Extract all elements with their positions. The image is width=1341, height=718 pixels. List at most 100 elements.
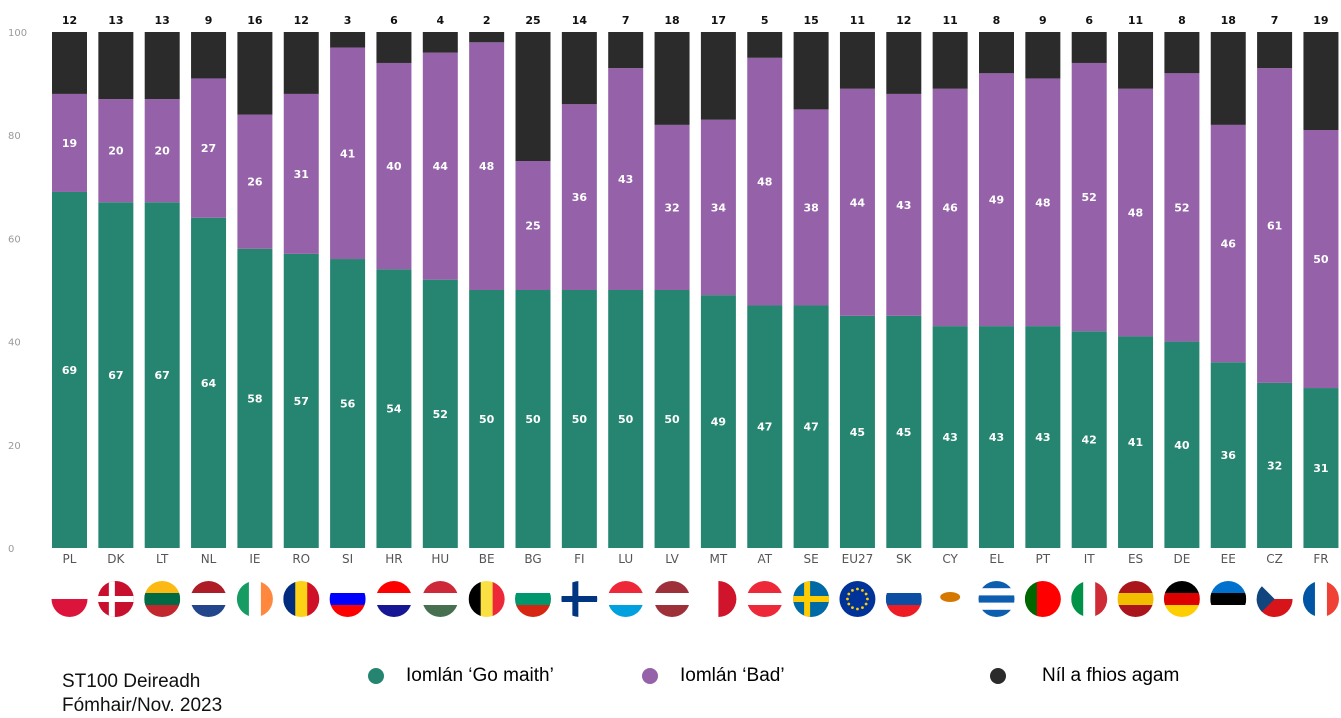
data-label-dont-know: 13	[108, 14, 123, 27]
flag-dk-icon	[97, 581, 134, 617]
bar-good-nl	[191, 217, 227, 548]
x-tick-label: CZ	[1266, 552, 1283, 566]
bar-dont-know-se	[793, 32, 829, 110]
data-label-bad: 44	[433, 160, 449, 173]
bar-dont-know-be	[469, 32, 505, 43]
bar-bad-si	[330, 47, 366, 260]
data-label-bad: 52	[1082, 191, 1097, 204]
flag-cy-icon	[932, 581, 969, 617]
legend-label-bad: Iomlán ‘Bad’	[680, 665, 785, 686]
data-label-good: 42	[1082, 434, 1097, 447]
data-label-dont-know: 18	[664, 14, 679, 27]
x-tick-label: DE	[1173, 552, 1190, 566]
data-label-good: 47	[757, 421, 772, 434]
bar-dont-know-at	[747, 32, 783, 58]
y-tick-label: 20	[8, 441, 21, 452]
y-tick-label: 40	[8, 338, 21, 349]
bar-bad-lu	[608, 68, 644, 291]
data-label-bad: 20	[108, 145, 124, 158]
bar-dont-know-fi	[561, 32, 597, 105]
data-label-good: 69	[62, 364, 77, 377]
data-label-good: 43	[989, 431, 1004, 444]
bar-dont-know-eu27	[839, 32, 875, 89]
bar-dont-know-cz	[1257, 32, 1293, 69]
data-label-dont-know: 4	[436, 14, 444, 27]
legend-swatch-dont-know	[990, 668, 1006, 684]
data-label-good: 67	[155, 369, 170, 382]
data-label-dont-know: 18	[1221, 14, 1236, 27]
data-label-bad: 48	[479, 160, 494, 173]
data-label-bad: 25	[525, 220, 540, 233]
data-label-bad: 49	[989, 194, 1004, 207]
flag-fr-icon	[1302, 581, 1339, 617]
flag-lu-icon	[607, 581, 644, 617]
data-label-good: 31	[1313, 462, 1328, 475]
data-label-bad: 32	[664, 201, 679, 214]
data-label-good: 49	[711, 416, 726, 429]
bar-bad-hr	[376, 62, 412, 270]
bar-bad-es	[1118, 88, 1154, 337]
bar-bad-ie	[237, 114, 273, 249]
bar-dont-know-el	[979, 32, 1014, 74]
data-label-bad: 34	[711, 201, 727, 214]
legend-item-bad: Iomlán ‘Bad’	[642, 665, 785, 687]
bar-dont-know-ro	[283, 32, 319, 94]
data-label-dont-know: 11	[850, 14, 865, 27]
legend-swatch-good	[368, 668, 384, 684]
data-label-good: 56	[340, 398, 356, 411]
data-label-good: 54	[386, 403, 402, 416]
bar-bad-lv	[654, 124, 690, 290]
data-label-good: 32	[1267, 459, 1282, 472]
bar-good-ie	[237, 248, 273, 548]
data-label-bad: 27	[201, 142, 216, 155]
data-label-dont-know: 13	[155, 14, 170, 27]
flag-hr-icon	[375, 581, 412, 617]
bar-dont-know-hr	[376, 32, 412, 63]
flag-mt-icon	[700, 581, 737, 617]
bar-dont-know-bg	[515, 32, 551, 161]
data-label-good: 43	[942, 431, 957, 444]
bar-good-sk	[886, 315, 922, 548]
data-label-dont-know: 25	[525, 14, 540, 27]
bar-bad-cy	[932, 88, 968, 327]
data-label-dont-know: 12	[294, 14, 309, 27]
data-label-dont-know: 5	[761, 14, 769, 27]
data-label-dont-know: 12	[896, 14, 911, 27]
x-tick-label: RO	[292, 552, 310, 566]
data-label-dont-know: 11	[1128, 14, 1143, 27]
data-label-good: 50	[572, 413, 588, 426]
x-tick-label: BG	[524, 552, 541, 566]
x-tick-label: LV	[665, 552, 679, 566]
data-label-dont-know: 2	[483, 14, 491, 27]
flag-sk-icon	[885, 581, 922, 617]
legend-item-dont-know: Níl a fhios agam	[990, 665, 1179, 687]
bar-dont-know-pl	[52, 32, 87, 94]
bar-good-se	[793, 305, 829, 548]
x-tick-label: SK	[896, 552, 913, 566]
y-tick-label: 0	[8, 544, 14, 555]
bar-good-cy	[932, 326, 968, 548]
flag-bg-icon	[515, 581, 551, 617]
bar-bad-bg	[515, 161, 551, 290]
data-label-bad: 48	[1035, 196, 1050, 209]
flag-el-icon	[978, 581, 1015, 617]
data-label-dont-know: 6	[1085, 14, 1093, 27]
x-tick-label: DK	[107, 552, 125, 566]
data-label-good: 41	[1128, 436, 1143, 449]
data-label-good: 50	[618, 413, 634, 426]
data-label-dont-know: 9	[1039, 14, 1047, 27]
data-label-dont-know: 14	[572, 14, 588, 27]
bar-dont-know-fr	[1303, 32, 1339, 131]
bar-dont-know-pt	[1025, 32, 1061, 79]
x-tick-label: HU	[431, 552, 449, 566]
legend-swatch-bad	[642, 668, 658, 684]
flag-pl-icon	[51, 581, 88, 617]
bar-bad-ee	[1210, 124, 1246, 363]
bar-good-pt	[1025, 326, 1061, 548]
legend-label-dont-know: Níl a fhios agam	[1042, 665, 1180, 686]
data-label-dont-know: 16	[247, 14, 263, 27]
flag-ie-icon	[236, 581, 273, 617]
x-tick-label: IE	[249, 552, 260, 566]
bar-good-lt	[144, 202, 180, 548]
data-label-bad: 48	[757, 176, 772, 189]
